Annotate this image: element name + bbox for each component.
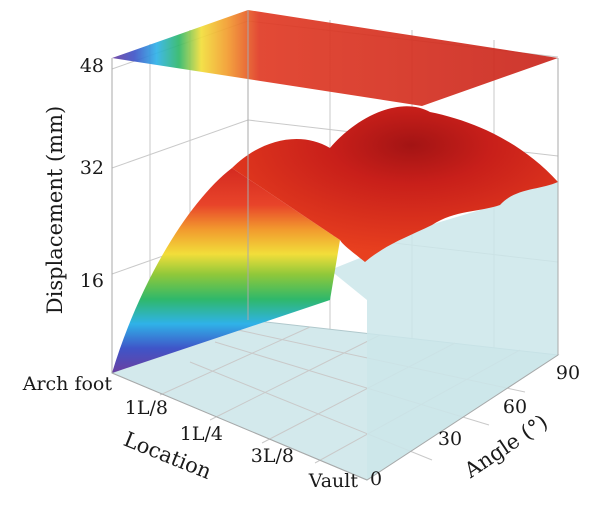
top-projection-plane bbox=[112, 10, 558, 106]
x-tick-1l8: 1L/8 bbox=[125, 397, 168, 419]
y-tick-30: 30 bbox=[438, 428, 462, 450]
y-axis-title: Angle (°) bbox=[459, 410, 552, 483]
z-tick-16: 16 bbox=[80, 270, 104, 292]
y-tick-60: 60 bbox=[503, 396, 527, 418]
x-tick-arch-foot: Arch foot bbox=[22, 373, 113, 395]
x-tick-3l8: 3L/8 bbox=[251, 445, 294, 467]
x-tick-1l4: 1L/4 bbox=[180, 423, 223, 445]
surface-top bbox=[232, 106, 558, 262]
y-tick-0: 0 bbox=[370, 468, 382, 490]
right-wall bbox=[330, 182, 558, 480]
z-axis-title: Displacement (mm) bbox=[43, 106, 67, 314]
z-tick-48: 48 bbox=[80, 55, 104, 77]
y-tick-90: 90 bbox=[556, 362, 580, 384]
z-tick-32: 32 bbox=[80, 157, 104, 179]
x-tick-vault: Vault bbox=[308, 470, 359, 492]
box-edges bbox=[111, 10, 559, 481]
surface-side-wall bbox=[112, 168, 340, 373]
